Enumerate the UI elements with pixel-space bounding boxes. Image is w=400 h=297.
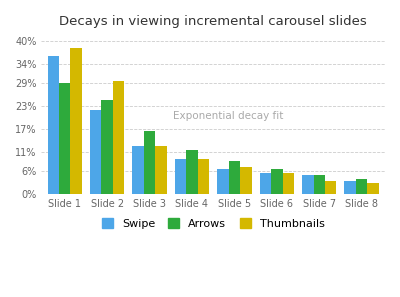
Bar	[59, 83, 70, 194]
Bar	[314, 175, 325, 194]
Bar	[175, 159, 186, 194]
Bar	[325, 181, 336, 194]
Bar	[155, 146, 167, 194]
Bar	[367, 183, 379, 194]
Bar	[144, 131, 155, 194]
Bar	[70, 48, 82, 194]
Bar	[240, 167, 252, 194]
Bar	[344, 181, 356, 194]
Bar	[217, 169, 229, 194]
Bar	[186, 150, 198, 194]
Bar	[48, 56, 59, 194]
Bar	[229, 161, 240, 194]
Title: Decays in viewing incremental carousel slides: Decays in viewing incremental carousel s…	[59, 15, 367, 28]
Bar	[282, 173, 294, 194]
Bar	[260, 173, 271, 194]
Bar	[198, 159, 209, 194]
Bar	[356, 178, 367, 194]
Bar	[101, 100, 113, 194]
Text: Exponential decay fit: Exponential decay fit	[173, 111, 283, 121]
Bar	[271, 169, 282, 194]
Bar	[302, 175, 314, 194]
Bar	[113, 81, 124, 194]
Bar	[132, 146, 144, 194]
Bar	[90, 110, 101, 194]
Legend: Swipe, Arrows, Thumbnails: Swipe, Arrows, Thumbnails	[97, 214, 329, 233]
